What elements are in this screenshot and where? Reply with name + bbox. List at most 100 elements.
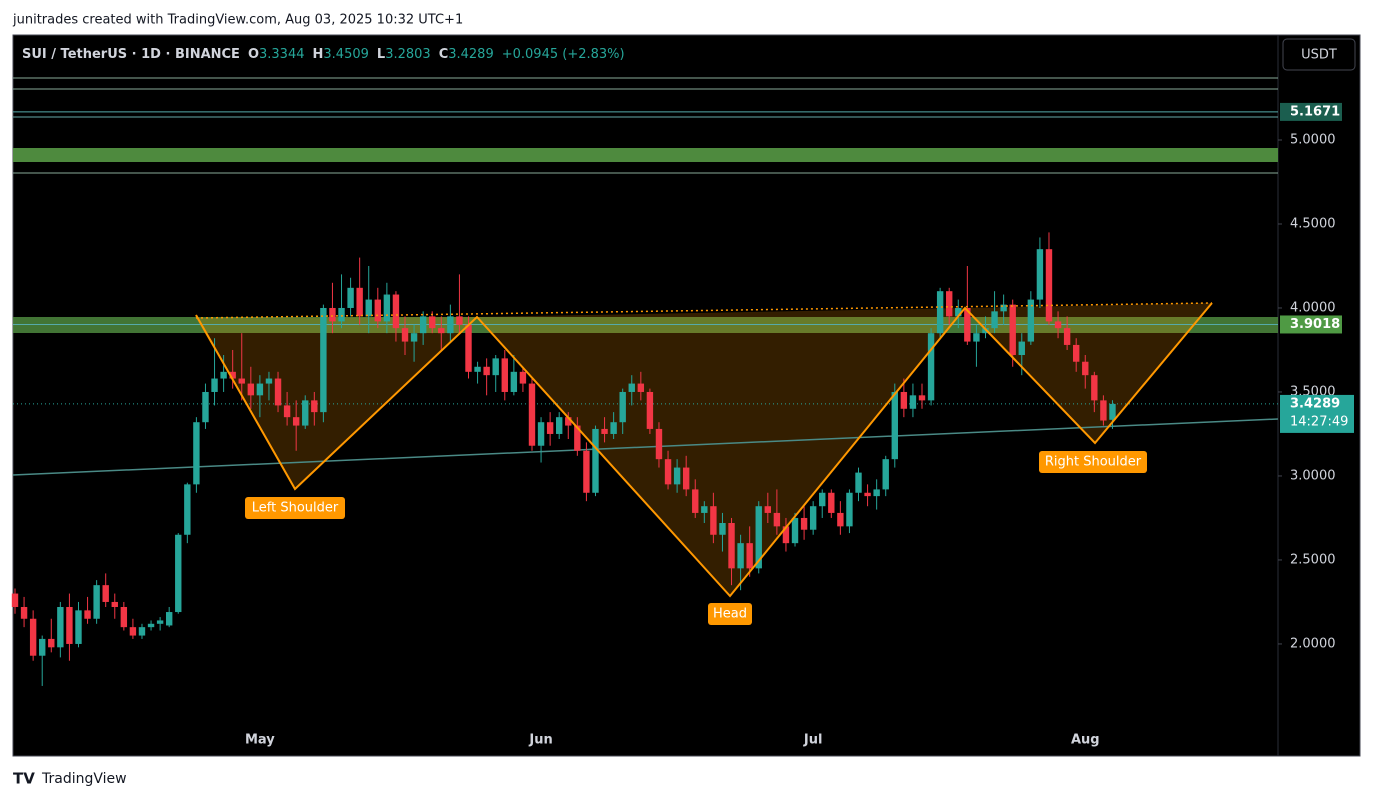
candle-body	[828, 492, 835, 513]
candle-body	[401, 328, 409, 342]
candle-body	[20, 606, 28, 619]
candle-body	[238, 378, 245, 384]
logo: TradingView	[41, 771, 127, 787]
annotation: Left Shoulder	[252, 501, 339, 516]
candle-body	[129, 627, 137, 636]
supply-zone	[13, 148, 1278, 162]
candle-body	[347, 287, 354, 308]
candle-body	[936, 291, 944, 334]
price-level-label: 3.9018	[1290, 317, 1340, 332]
candle-body	[474, 366, 481, 372]
ohlc-value: 3.4509	[323, 47, 369, 62]
candle-body	[1009, 304, 1016, 356]
candle-body	[574, 425, 581, 451]
price-level-box	[1280, 315, 1342, 334]
annotation-box	[1039, 451, 1147, 473]
x-tick-label: Jul	[803, 733, 823, 748]
candle-body	[48, 638, 55, 648]
price-level-label: 5.1671	[1290, 104, 1340, 119]
candle-body	[1072, 344, 1080, 362]
candle-body	[156, 620, 164, 624]
candle-body	[900, 391, 908, 409]
candle-body	[773, 512, 781, 527]
drawings-under	[12, 77, 1279, 596]
candle-body	[592, 428, 599, 493]
candle-body	[682, 467, 690, 490]
candle-body	[891, 391, 898, 460]
candle-body	[646, 391, 654, 429]
candle-body	[692, 489, 699, 513]
candle-body	[1036, 249, 1044, 300]
currency[interactable]: USDT	[1301, 48, 1337, 63]
candle-body	[11, 593, 19, 607]
candle-body	[855, 472, 862, 493]
candle-body	[265, 378, 273, 384]
candle-body	[964, 307, 971, 342]
candle-body	[66, 606, 73, 644]
candle-body	[1091, 375, 1098, 401]
candle-body	[610, 422, 617, 434]
candle-body	[873, 489, 880, 497]
candle-body	[846, 492, 853, 527]
candle-body	[29, 618, 37, 656]
candle-body	[546, 422, 554, 434]
ohlc-value: 3.4289	[448, 47, 494, 62]
candle-body	[447, 316, 454, 334]
change: +0.0945 (+2.83%)	[502, 47, 625, 62]
candle-body	[673, 467, 681, 485]
candle-body	[256, 383, 264, 396]
pattern-fill	[477, 308, 965, 596]
ohlc-value: 3.3344	[259, 47, 305, 62]
candle-body	[365, 299, 372, 317]
candle-body	[619, 391, 626, 423]
y-tick-label: 4.0000	[1290, 300, 1336, 315]
candle-body	[374, 299, 381, 322]
ohlc-label: L	[377, 47, 385, 62]
candle-body	[93, 585, 100, 619]
candle-body	[864, 492, 871, 497]
y-tick-label: 3.0000	[1290, 468, 1336, 483]
x-tick-label: Jun	[528, 733, 552, 748]
candle-body	[1045, 249, 1053, 322]
last-price-box	[1280, 394, 1354, 433]
candle-body	[138, 627, 146, 636]
currency-button[interactable]	[1282, 38, 1356, 71]
annotation: Head	[713, 607, 747, 622]
candle-body	[1000, 304, 1007, 312]
candle-body	[955, 307, 962, 317]
trendline	[12, 418, 1279, 476]
ohlc-value: 3.2803	[385, 47, 431, 62]
pattern-fill	[965, 303, 1212, 443]
candle-body	[800, 517, 808, 530]
candle-body	[75, 610, 82, 644]
candle-body	[39, 638, 46, 656]
y-tick-label: 2.0000	[1290, 636, 1336, 651]
logo-mark: TV	[13, 770, 35, 788]
annotation: Right Shoulder	[1045, 455, 1142, 470]
candle-body	[356, 287, 363, 317]
annotation-box	[708, 603, 752, 625]
ohlc-label: H	[313, 47, 324, 62]
candle-body	[991, 311, 998, 329]
candle-body	[909, 395, 917, 409]
candle-body	[628, 383, 635, 392]
price-level-box	[1280, 102, 1342, 121]
candle-body	[410, 333, 418, 342]
candle-body	[175, 534, 182, 613]
candle-body	[556, 417, 563, 434]
candle-body	[483, 366, 490, 376]
candle-body	[202, 391, 209, 423]
candle-body	[782, 526, 790, 544]
candle-body	[583, 450, 590, 493]
y-tick-label: 4.5000	[1290, 216, 1336, 231]
countdown: 14:27:49	[1290, 414, 1348, 429]
pattern-fill	[196, 317, 477, 489]
symbol: SUI / TetherUS · 1D · BINANCE	[22, 47, 240, 62]
candle-body	[302, 400, 309, 426]
candle-body	[283, 405, 291, 418]
candle-body	[165, 612, 173, 626]
candle-body	[1100, 400, 1107, 421]
candle-body	[537, 422, 545, 446]
ohlc-label: C	[439, 47, 449, 62]
